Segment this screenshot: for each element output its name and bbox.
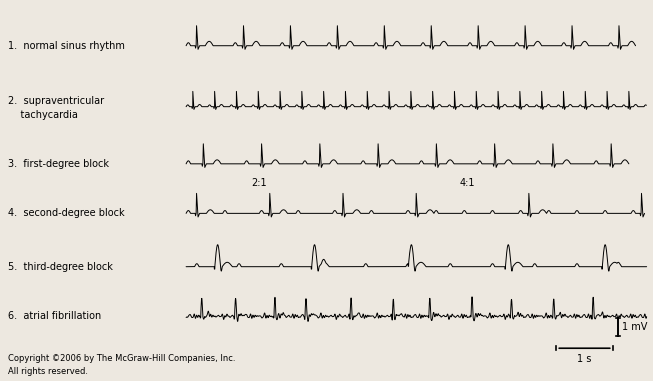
Text: 1 s: 1 s (577, 354, 592, 364)
Text: tachycardia: tachycardia (8, 110, 78, 120)
Text: 3.  first-degree block: 3. first-degree block (8, 159, 109, 169)
Text: 4:1: 4:1 (460, 178, 475, 188)
Text: 1 mV: 1 mV (622, 322, 647, 332)
Text: 2.  supraventricular: 2. supraventricular (8, 96, 104, 106)
Text: 1.  normal sinus rhythm: 1. normal sinus rhythm (8, 41, 125, 51)
Text: 2:1: 2:1 (251, 178, 267, 188)
Text: 6.  atrial fibrillation: 6. atrial fibrillation (8, 311, 101, 321)
Text: Copyright ©2006 by The McGraw-Hill Companies, Inc.
All rights reserved.: Copyright ©2006 by The McGraw-Hill Compa… (8, 354, 236, 376)
Text: 5.  third-degree block: 5. third-degree block (8, 262, 113, 272)
Text: 4.  second-degree block: 4. second-degree block (8, 208, 125, 218)
